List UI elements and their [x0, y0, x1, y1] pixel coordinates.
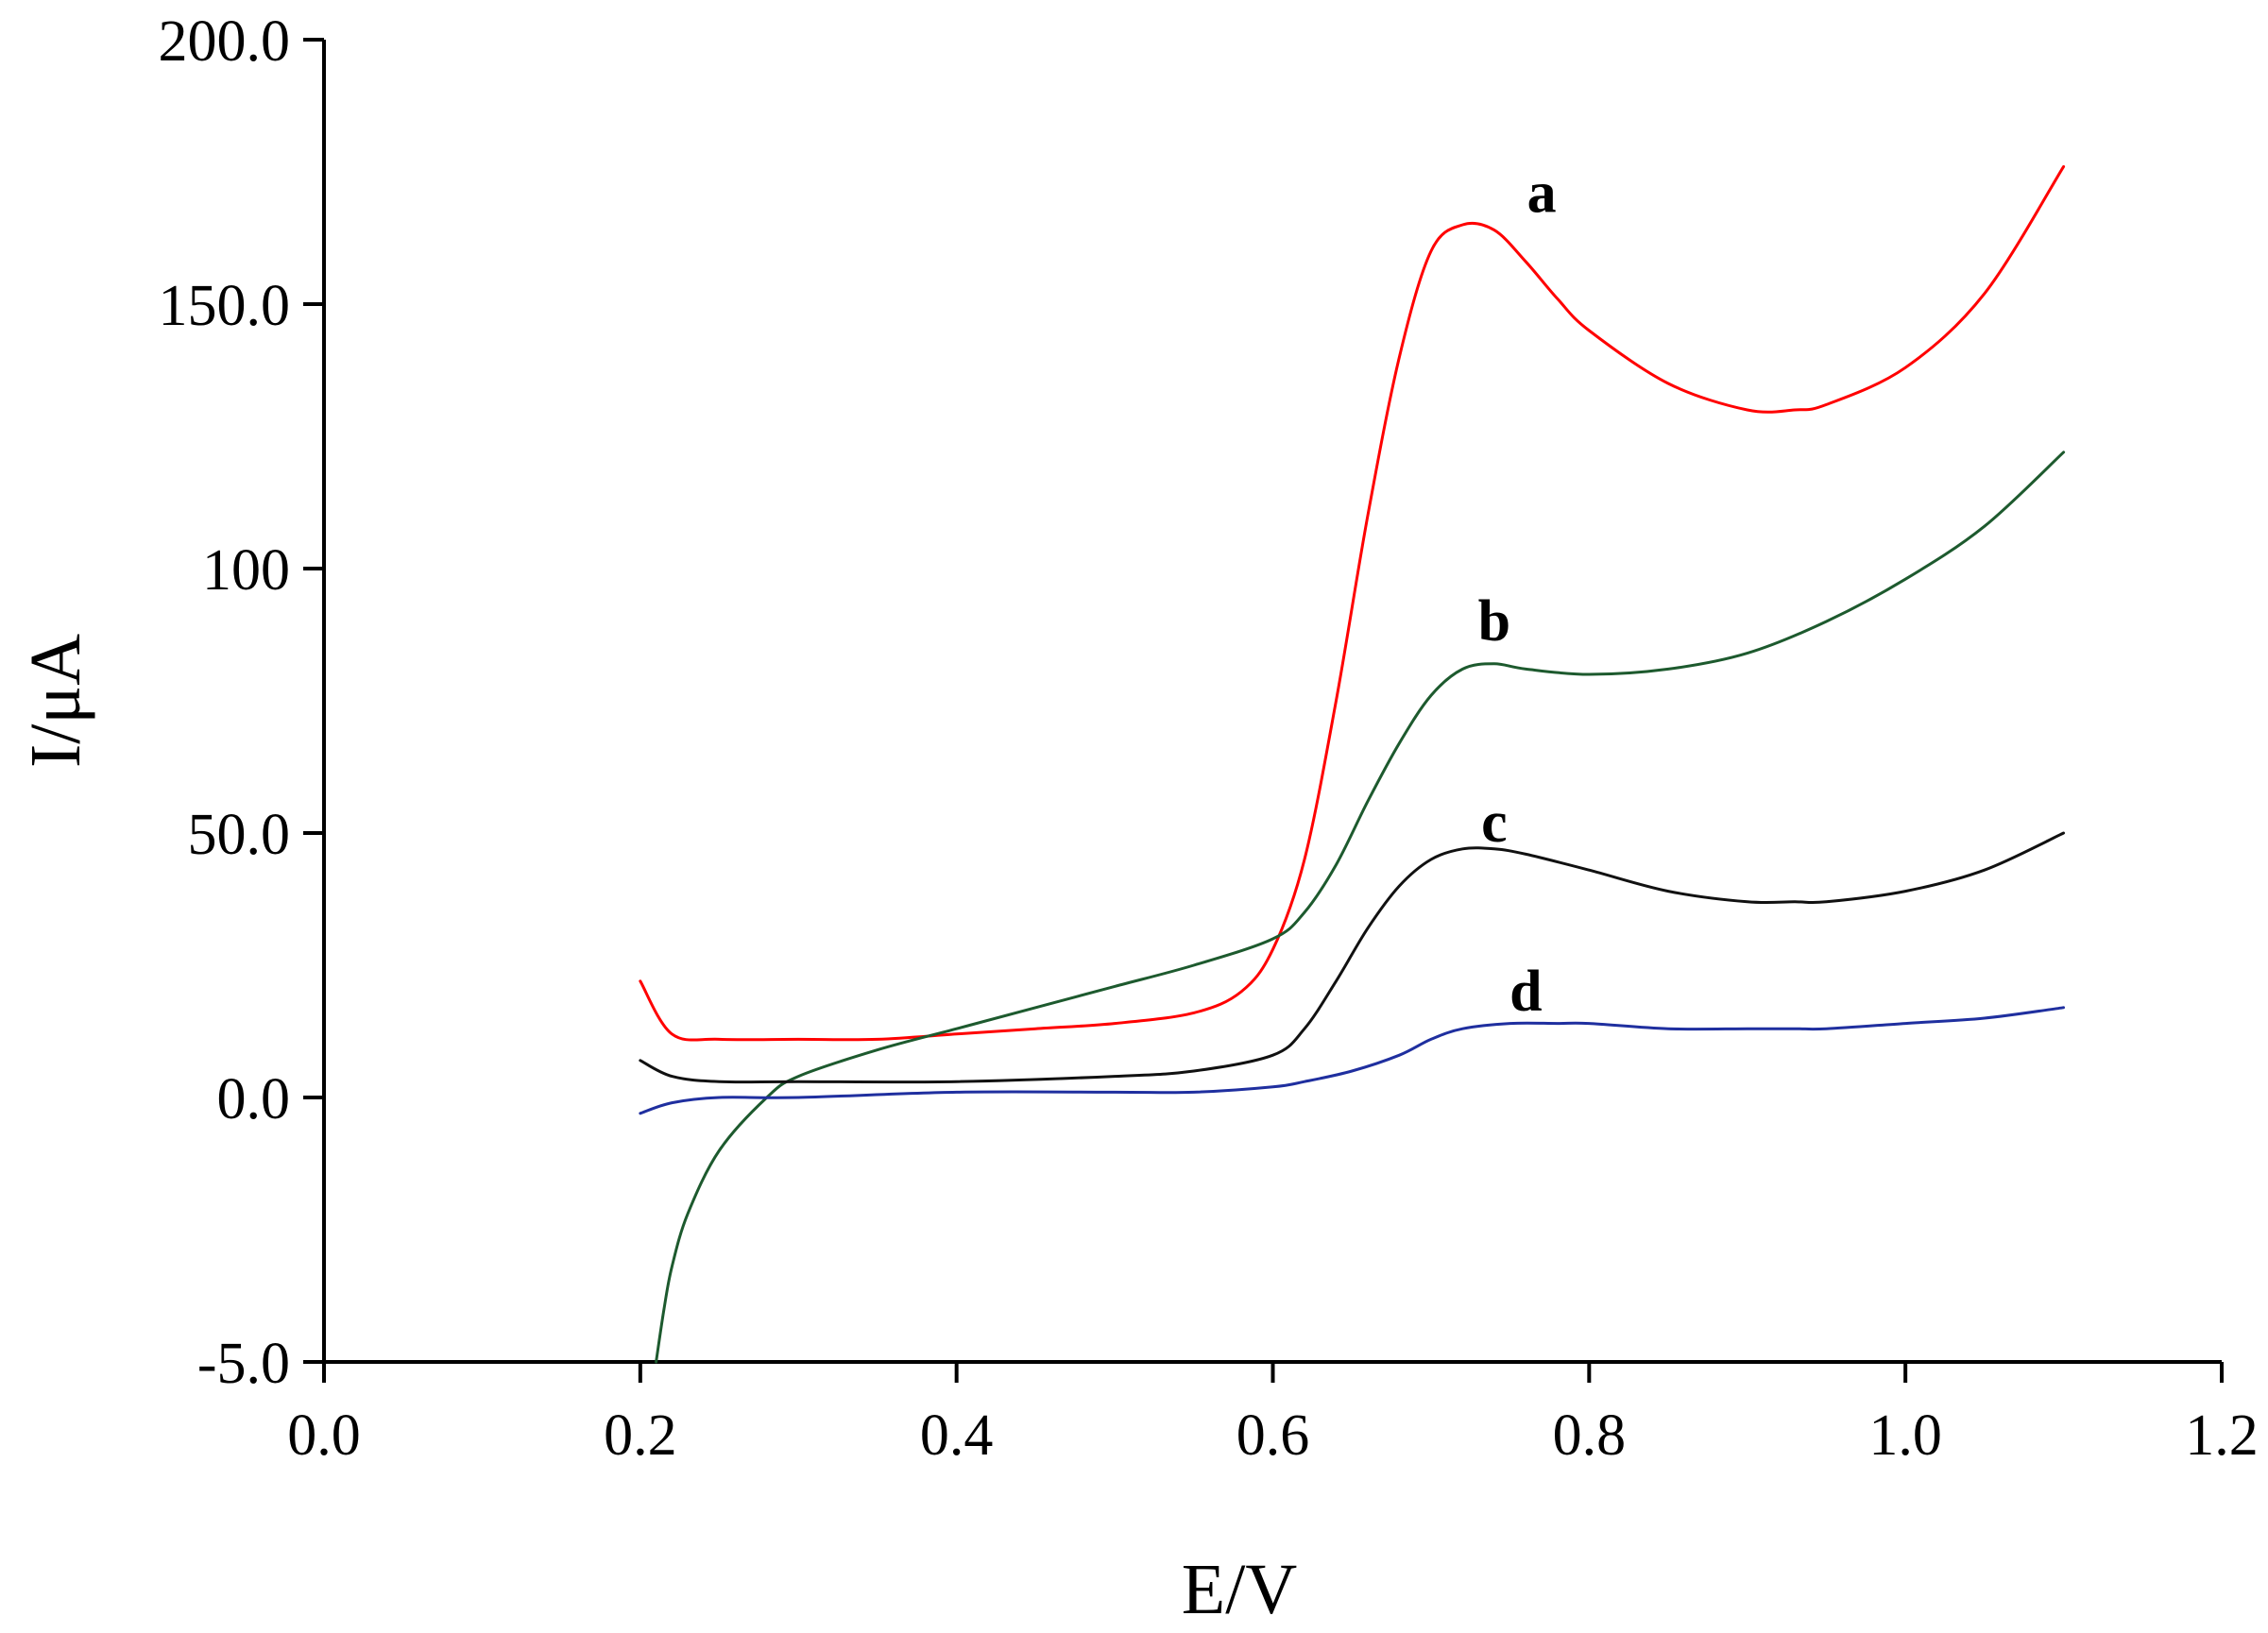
series-label-b: b [1478, 589, 1510, 654]
series-line-b [655, 451, 2066, 1364]
x-tick-label: 0.8 [1553, 1403, 1627, 1468]
series-label-d: d [1509, 960, 1542, 1024]
series-line-a [639, 164, 2066, 1042]
series-layer [639, 164, 2066, 1364]
series-label-a: a [1527, 161, 1557, 225]
series-line-d [639, 1006, 2066, 1115]
y-axis-title: I/μA [16, 634, 95, 768]
series-line-c [639, 831, 2066, 1084]
y-tick-label: 0.0 [217, 1067, 291, 1131]
tick-labels: 0.0 0.2 0.4 0.6 0.8 1.0 1.2 -5.0 0.0 50.0 100 150.0… [159, 9, 2259, 1468]
series-label-c: c [1481, 791, 1508, 855]
ticks [303, 38, 2224, 1383]
x-tick-label: 0.4 [920, 1403, 994, 1468]
x-tick-label: 1.2 [2185, 1403, 2259, 1468]
x-tick-label: 0.2 [604, 1403, 677, 1468]
y-tick-label: 100 [202, 538, 290, 603]
y-tick-label: 200.0 [159, 9, 291, 74]
y-tick-label: 150.0 [159, 274, 291, 338]
series-labels: a b c d [1478, 161, 1557, 1024]
y-tick-label: 50.0 [188, 803, 291, 867]
x-axis-title: E/V [1182, 1550, 1298, 1629]
axes [322, 40, 2222, 1364]
x-tick-label: 0.0 [287, 1403, 361, 1468]
y-tick-label: -5.0 [197, 1332, 290, 1396]
x-tick-label: 0.6 [1236, 1403, 1310, 1468]
x-tick-label: 1.0 [1868, 1403, 1942, 1468]
